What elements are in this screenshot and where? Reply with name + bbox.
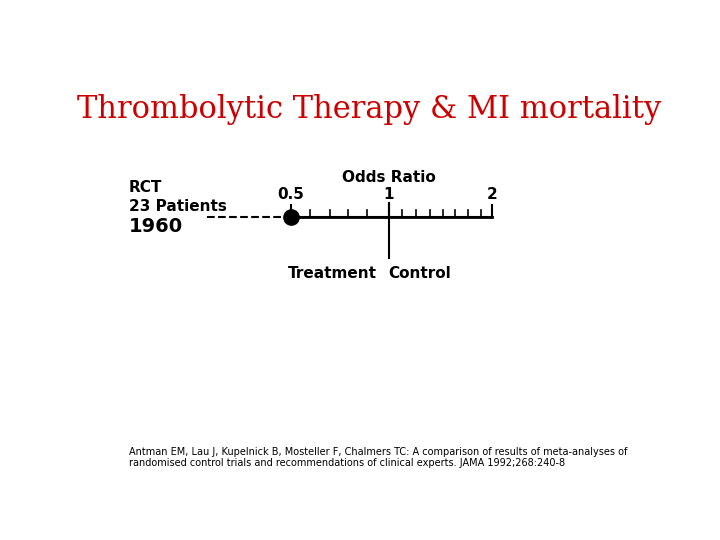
Text: Thrombolytic Therapy & MI mortality: Thrombolytic Therapy & MI mortality [77, 94, 661, 125]
Text: Antman EM, Lau J, Kupelnick B, Mosteller F, Chalmers TC: A comparison of results: Antman EM, Lau J, Kupelnick B, Mosteller… [129, 447, 627, 468]
Text: 2: 2 [487, 187, 497, 201]
Text: Control: Control [388, 266, 451, 281]
Text: Odds Ratio: Odds Ratio [342, 170, 436, 185]
Text: 23 Patients: 23 Patients [129, 199, 227, 214]
Text: Treatment: Treatment [288, 266, 377, 281]
Text: RCT: RCT [129, 180, 163, 195]
Text: 1: 1 [383, 187, 394, 201]
Text: 0.5: 0.5 [277, 187, 305, 201]
Text: 1960: 1960 [129, 218, 183, 237]
